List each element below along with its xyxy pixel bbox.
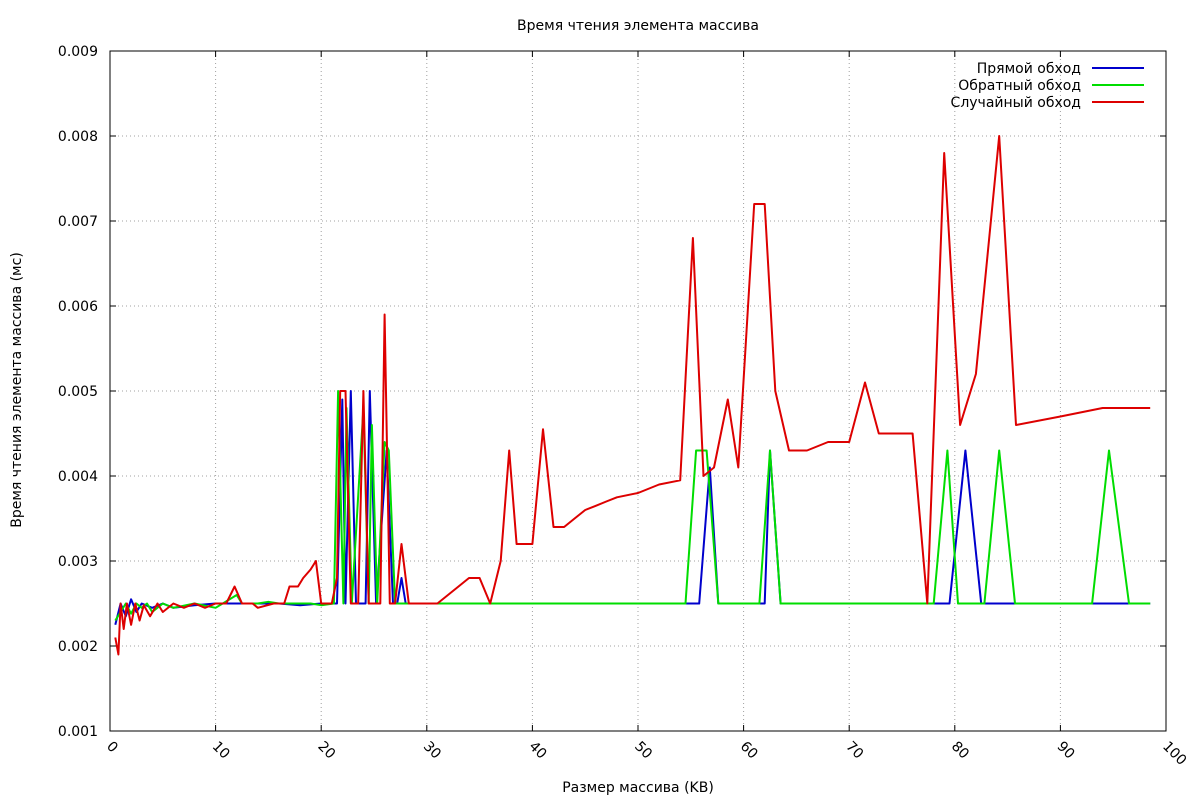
y-tick-label: 0.007 (58, 214, 98, 230)
y-tick-label: 0.003 (58, 554, 98, 570)
y-tick-label: 0.008 (58, 129, 98, 145)
y-tick-label: 0.006 (58, 299, 98, 315)
legend-label-3: Случайный обход (951, 95, 1081, 111)
series-group (114, 135, 1151, 656)
chart-title: Время чтения элемента массива (517, 18, 759, 34)
y-tick-label: 0.001 (58, 724, 98, 740)
y-tick-label: 0.002 (58, 639, 98, 655)
y-axis-label: Время чтения элемента массива (мс) (9, 252, 25, 528)
y-axis-ticks: 0.001 0.002 0.003 0.004 0.005 0.006 0.007 0.008… (58, 44, 1166, 740)
series-line-3 (114, 135, 1151, 656)
legend-label-2: Обратный обход (958, 78, 1081, 94)
y-tick-label: 0.004 (58, 469, 98, 485)
y-tick-label: 0.009 (58, 44, 98, 60)
grid-lines (110, 51, 1166, 731)
x-axis-label: Размер массива (KB) (562, 780, 714, 796)
legend-label-1: Прямой обход (977, 61, 1081, 77)
y-tick-label: 0.005 (58, 384, 98, 400)
